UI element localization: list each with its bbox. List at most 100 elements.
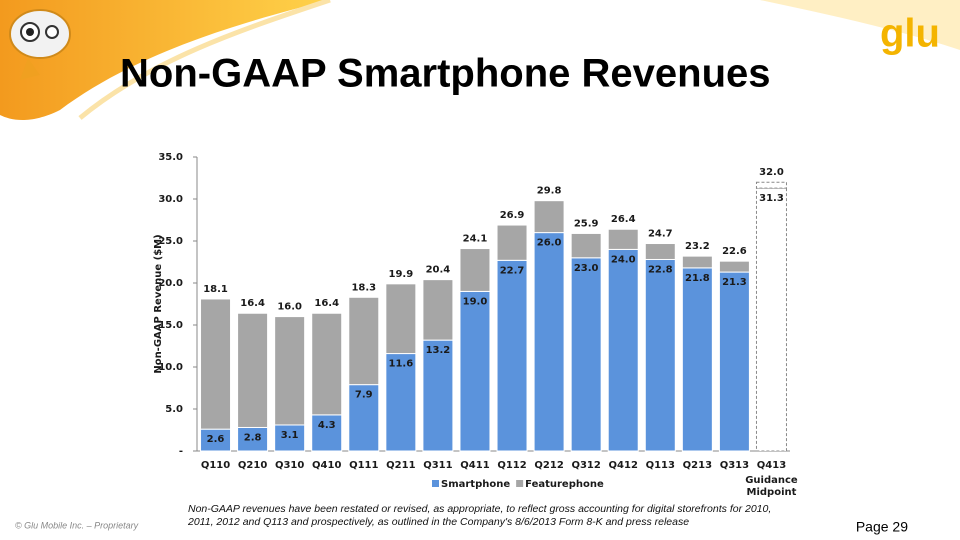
x-tick-label: Q213 <box>683 460 712 471</box>
smartphone-bar <box>459 290 491 452</box>
y-tick-label: 15.0 <box>158 320 183 331</box>
value-label: 11.6 <box>389 359 414 370</box>
total-label: 20.4 <box>426 265 451 276</box>
total-label: 18.3 <box>351 282 376 293</box>
value-label: 26.0 <box>537 238 562 249</box>
legend-label: Featurephone <box>525 479 604 490</box>
swoosh <box>0 0 330 120</box>
total-label: 22.6 <box>722 246 747 257</box>
y-tick-label: 10.0 <box>158 362 183 373</box>
x-tick-label: Q410 <box>312 460 341 471</box>
value-label: 2.6 <box>207 434 225 445</box>
legend-label: Smartphone <box>441 479 510 490</box>
x-tick-label: Q211 <box>386 460 415 471</box>
x-tick-label: Q312 <box>571 460 600 471</box>
total-label: 32.0 <box>759 167 784 178</box>
total-label: 26.4 <box>611 214 636 225</box>
x-tick-label: Q411 <box>460 460 489 471</box>
y-tick-label: 5.0 <box>165 404 183 415</box>
featurephone-bar <box>570 232 602 259</box>
total-label: 18.1 <box>203 284 228 295</box>
total-label: 23.2 <box>685 241 710 252</box>
smartphone-bar <box>644 258 676 452</box>
featurephone-bar <box>607 228 639 250</box>
x-tick-label: Q310 <box>275 460 304 471</box>
featurephone-bar <box>459 248 491 292</box>
smartphone-bar <box>496 259 528 452</box>
featurephone-bar <box>274 316 306 426</box>
featurephone-bar <box>200 298 232 430</box>
total-label: 25.9 <box>574 218 599 229</box>
y-axis-label: Non-GAAP Revenue ($M) <box>153 234 164 373</box>
featurephone-bar <box>533 200 565 234</box>
y-tick-label: - <box>179 446 183 457</box>
featurephone-bar <box>237 312 269 428</box>
value-label: 2.8 <box>244 432 262 443</box>
y-tick-label: 30.0 <box>158 194 183 205</box>
x-tick-label: Q412 <box>609 460 638 471</box>
mascot <box>9 9 71 80</box>
x-tick-label: Q110 <box>201 460 230 471</box>
value-label: 3.1 <box>281 430 299 441</box>
x-tick-label: Q313 <box>720 460 749 471</box>
featurephone-bar <box>348 296 380 386</box>
featurephone-bar <box>755 181 787 189</box>
copyright: © Glu Mobile Inc. – Proprietary <box>15 520 139 530</box>
total-label: 16.4 <box>240 298 265 309</box>
x-tick-label: Q413 <box>757 460 786 471</box>
logo: glu <box>880 12 940 56</box>
featurephone-bar <box>718 260 750 273</box>
x-tick-label: Q112 <box>497 460 526 471</box>
legend-swatch <box>432 480 439 487</box>
guidance-label: Guidance Midpoint <box>745 475 798 498</box>
total-label: 26.9 <box>500 210 525 221</box>
featurephone-bar <box>385 283 417 355</box>
smartphone-bar <box>533 232 565 452</box>
value-label: 31.3 <box>759 193 784 204</box>
total-label: 16.0 <box>277 302 302 313</box>
smartphone-bar <box>607 248 639 452</box>
value-label: 13.2 <box>426 345 451 356</box>
total-label: 16.4 <box>314 298 339 309</box>
total-label: 29.8 <box>537 186 562 197</box>
smartphone-bar <box>385 353 417 452</box>
total-label: 19.9 <box>389 269 414 280</box>
y-tick-label: 25.0 <box>158 236 183 247</box>
value-label: 23.0 <box>574 263 599 274</box>
smartphone-bar <box>348 384 380 452</box>
y-tick-label: 35.0 <box>158 152 183 163</box>
value-label: 4.3 <box>318 420 336 431</box>
featurephone-bar <box>311 312 343 416</box>
value-label: 22.8 <box>648 264 673 275</box>
smartphone-bar <box>718 271 750 452</box>
value-label: 21.8 <box>685 273 710 284</box>
x-tick-label: Q111 <box>349 460 378 471</box>
value-label: 24.0 <box>611 254 636 265</box>
slide-title: Non-GAAP Smartphone Revenues <box>120 52 771 96</box>
value-label: 22.7 <box>500 265 525 276</box>
page-number: Page 29 <box>856 519 908 535</box>
swoosh-edge <box>78 0 331 120</box>
legend-swatch <box>516 480 524 487</box>
value-label: 7.9 <box>355 390 373 401</box>
smartphone-bar <box>755 187 787 452</box>
featurephone-bar <box>496 224 528 261</box>
x-tick-label: Q113 <box>646 460 675 471</box>
featurephone-bar <box>644 243 676 260</box>
featurephone-bar <box>681 255 713 269</box>
y-tick-label: 20.0 <box>158 278 183 289</box>
swoosh-right <box>760 0 960 50</box>
value-label: 19.0 <box>463 296 488 307</box>
total-label: 24.7 <box>648 229 673 240</box>
x-tick-label: Q311 <box>423 460 452 471</box>
x-tick-label: Q212 <box>534 460 563 471</box>
total-label: 24.1 <box>463 234 488 245</box>
value-label: 21.3 <box>722 277 747 288</box>
smartphone-bar <box>570 257 602 452</box>
featurephone-bar <box>422 279 454 341</box>
smartphone-bar <box>422 339 454 452</box>
smartphone-bar <box>681 267 713 452</box>
footnote: Non-GAAP revenues have been restated or … <box>188 503 772 528</box>
